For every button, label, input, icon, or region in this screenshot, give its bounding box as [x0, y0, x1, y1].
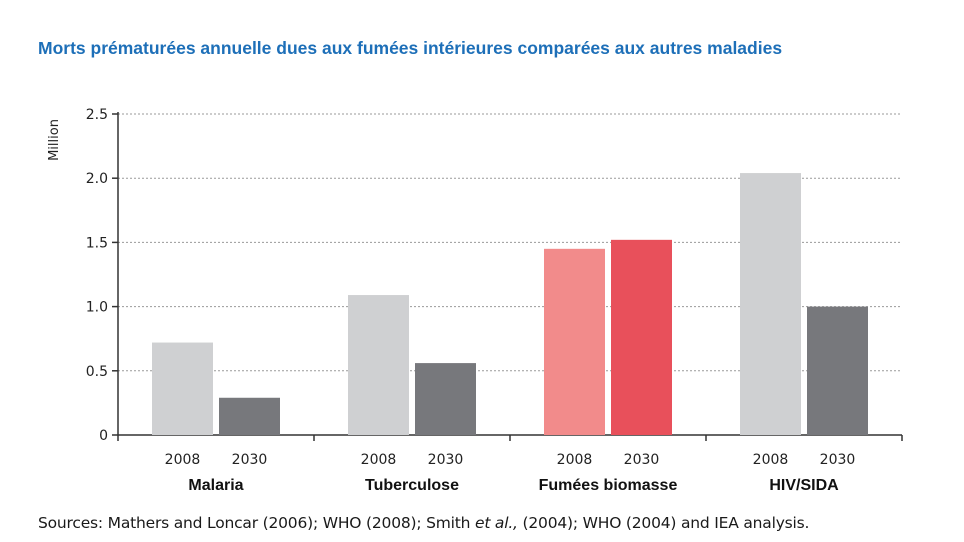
bars — [152, 173, 868, 435]
category-label: HIV/SIDA — [769, 477, 839, 494]
bar — [544, 248, 605, 435]
y-tick-label: 2.5 — [86, 107, 108, 123]
chart-title: Morts prématurées annuelle dues aux fumé… — [38, 38, 783, 58]
y-tick-label: 2.0 — [86, 171, 108, 187]
source-note: Sources: Mathers and Loncar (2006); WHO … — [38, 514, 809, 532]
axis-labels: 0 0.5 1.0 1.5 2.0 2.5 Million 2008 2030 Malaria 20… — [47, 107, 855, 494]
series-label: 2030 — [624, 452, 660, 468]
source-prefix: Sources: Mathers and Loncar (2006); WHO … — [38, 514, 475, 532]
bar — [219, 397, 280, 435]
category-label: Malaria — [188, 477, 243, 494]
bar — [152, 342, 213, 435]
series-label: 2030 — [428, 452, 464, 468]
bar — [415, 363, 476, 435]
series-label: 2030 — [232, 452, 268, 468]
y-tick-label: 0 — [99, 428, 108, 444]
source-suffix: (2004); WHO (2004) and IEA analysis. — [517, 514, 810, 532]
y-tick-label: 1.0 — [86, 300, 108, 316]
series-label: 2008 — [165, 452, 201, 468]
y-tick-label: 0.5 — [86, 364, 108, 380]
category-label: Tuberculose — [365, 477, 459, 494]
series-label: 2008 — [753, 452, 789, 468]
category-label: Fumées biomasse — [539, 477, 678, 494]
series-label: 2008 — [361, 452, 397, 468]
bar — [740, 173, 801, 435]
bar — [807, 306, 868, 435]
bar — [348, 295, 409, 435]
bar — [611, 239, 672, 435]
y-tick-label: 1.5 — [86, 235, 108, 251]
series-label: 2008 — [557, 452, 593, 468]
source-italic: et al., — [474, 514, 518, 532]
y-axis-label: Million — [47, 119, 62, 161]
series-label: 2030 — [820, 452, 856, 468]
